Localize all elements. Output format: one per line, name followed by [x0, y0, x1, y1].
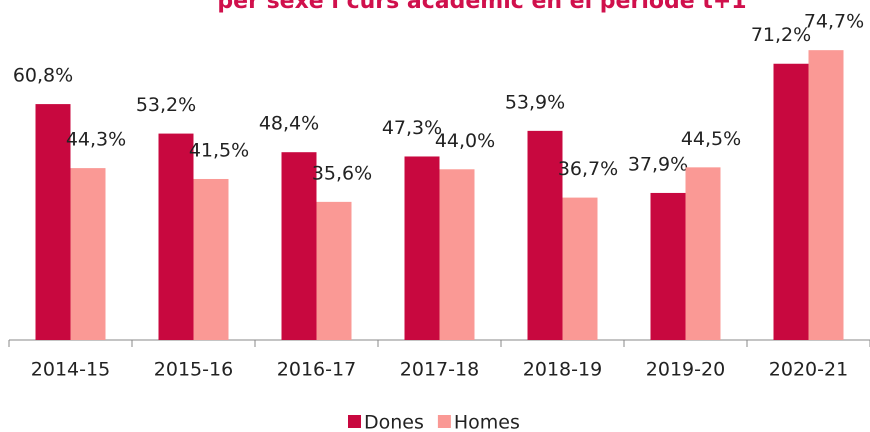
data-label: 41,5% — [189, 139, 249, 161]
data-label: 44,5% — [681, 128, 741, 150]
bar — [158, 133, 194, 340]
bar — [193, 178, 229, 340]
bar — [562, 197, 598, 340]
data-label: 36,7% — [558, 158, 618, 180]
bar — [35, 104, 71, 340]
legend-swatch — [348, 415, 361, 428]
legend-label: Homes — [454, 412, 520, 432]
bar — [527, 130, 563, 340]
data-label: 44,3% — [66, 129, 126, 151]
bar — [316, 201, 352, 340]
x-tick-label: 2016-17 — [277, 359, 356, 381]
x-tick-label: 2018-19 — [523, 359, 602, 381]
x-tick-label: 2014-15 — [31, 359, 110, 381]
bar — [808, 50, 844, 340]
bar — [281, 152, 317, 340]
data-label: 44,0% — [435, 130, 495, 152]
data-label: 47,3% — [382, 117, 442, 139]
bar — [404, 156, 440, 340]
bar — [685, 167, 721, 340]
data-label: 53,9% — [505, 91, 565, 113]
legend-swatch — [437, 415, 451, 428]
data-label: 53,2% — [136, 94, 196, 116]
bar — [773, 63, 809, 341]
data-label: 71,2% — [751, 24, 811, 46]
data-label: 35,6% — [312, 162, 372, 184]
x-tick-label: 2017-18 — [400, 359, 479, 381]
bar — [439, 169, 475, 340]
x-tick-label: 2015-16 — [154, 359, 233, 381]
data-label: 48,4% — [259, 113, 319, 135]
legend-label: Dones — [364, 412, 424, 432]
bar — [70, 168, 106, 340]
x-tick-label: 2020-21 — [769, 359, 848, 381]
data-label: 74,7% — [804, 11, 864, 33]
chart-title: per sexe i curs acadèmic en el període t… — [217, 0, 746, 14]
bar — [650, 192, 686, 340]
data-label: 60,8% — [13, 65, 73, 87]
data-label: 37,9% — [628, 153, 688, 175]
x-tick-label: 2019-20 — [646, 359, 725, 381]
